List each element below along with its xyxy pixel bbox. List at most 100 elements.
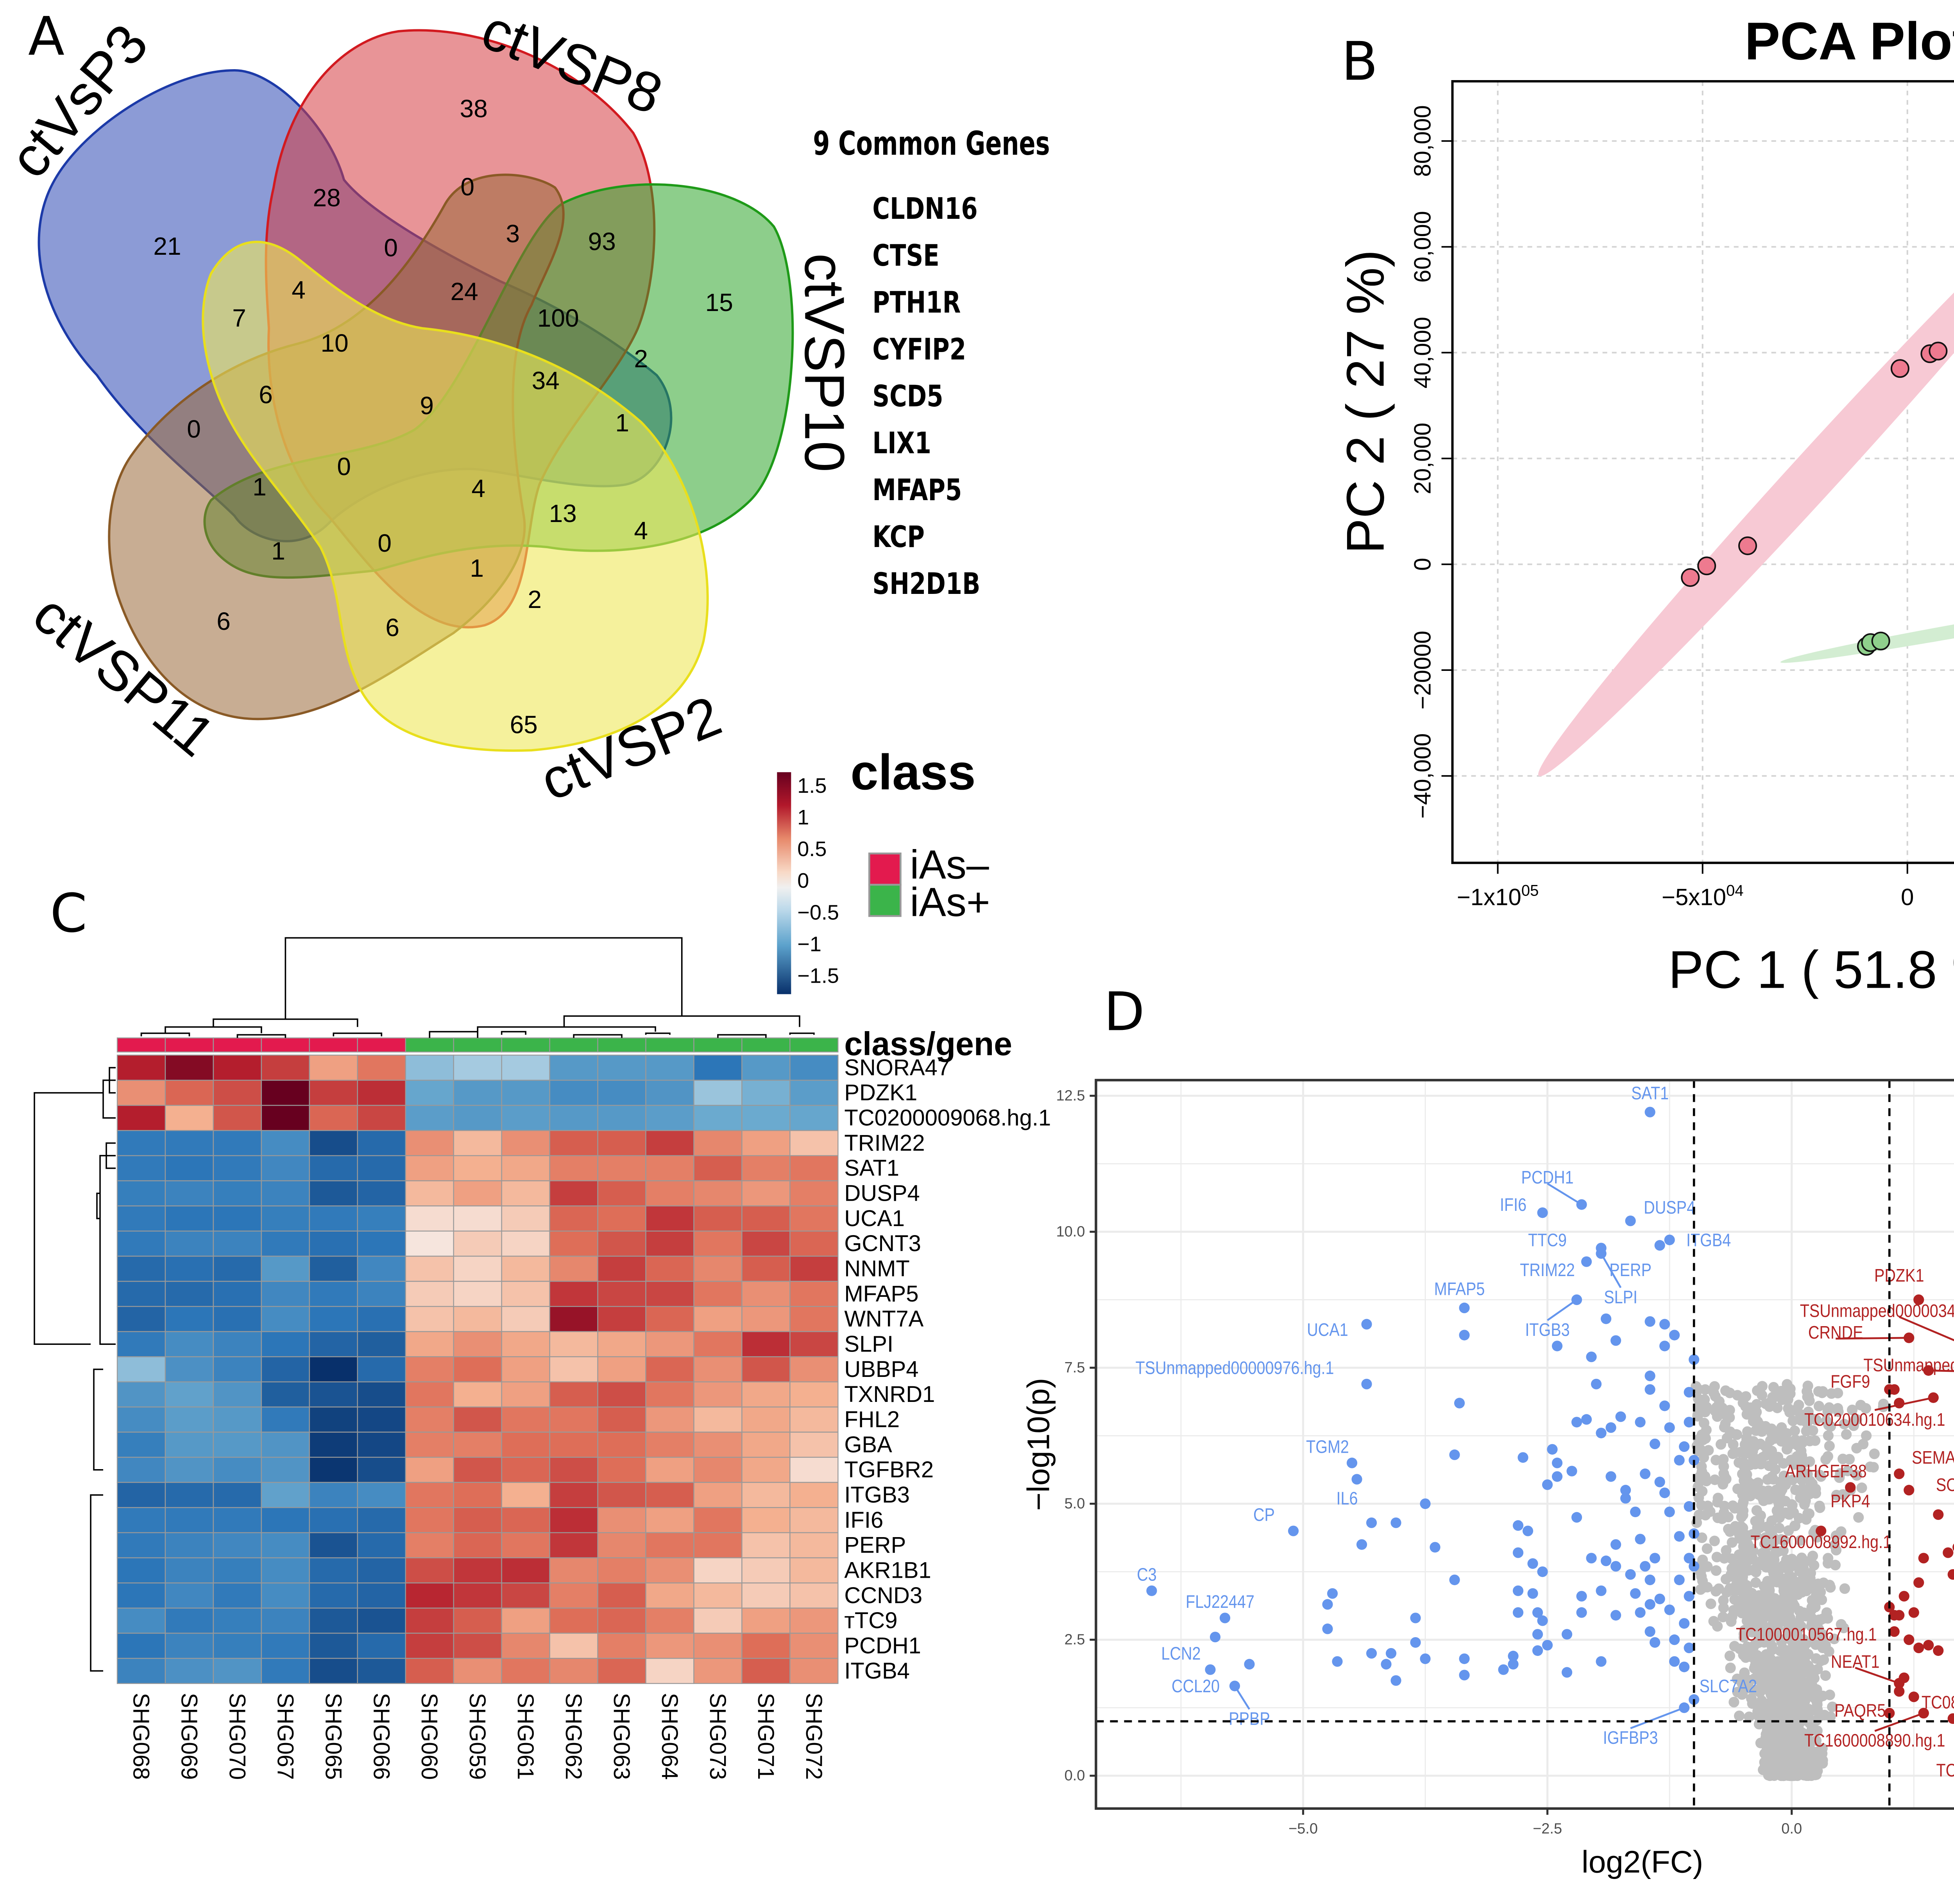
heatmap-row-label: UBBP4 xyxy=(844,1357,918,1382)
volcano-point-down xyxy=(1596,1585,1607,1596)
class-annotation-cell xyxy=(501,1037,550,1053)
volcano-point-nonsig xyxy=(1745,1459,1755,1471)
heatmap-cell xyxy=(789,1281,839,1307)
volcano-point-nonsig xyxy=(1824,1689,1835,1700)
volcano-y-tick-label: 12.5 xyxy=(1056,1087,1085,1104)
volcano-point-nonsig xyxy=(1695,1471,1705,1482)
heatmap-cell xyxy=(741,1155,791,1182)
volcano-point-nonsig xyxy=(1804,1717,1815,1729)
volcano-point-nonsig xyxy=(1794,1738,1805,1749)
volcano-point-nonsig xyxy=(1696,1532,1707,1543)
volcano-point-down xyxy=(1385,1648,1397,1659)
volcano-point-up xyxy=(1904,1634,1915,1645)
volcano-point-nonsig xyxy=(1719,1471,1730,1482)
heatmap-cell xyxy=(213,1306,262,1332)
heatmap-cell xyxy=(309,1532,358,1559)
heatmap-cell xyxy=(165,1055,214,1081)
volcano-x-axis-label: log2(FC) xyxy=(1582,1845,1703,1879)
volcano-point-up xyxy=(1894,1686,1905,1697)
volcano-point-nonsig xyxy=(1831,1489,1842,1501)
volcano-point-down xyxy=(1630,1506,1641,1518)
colorbar-tick-label: 1.5 xyxy=(797,774,827,797)
column-dendrogram-branch xyxy=(213,1018,358,1027)
heatmap-cell xyxy=(261,1331,310,1357)
heatmap-cell xyxy=(741,1532,791,1559)
heatmap-cell xyxy=(597,1658,646,1684)
heatmap-cell xyxy=(116,1582,166,1609)
volcano-gene-label: TRIM22 xyxy=(1520,1260,1575,1280)
pca-point xyxy=(1681,568,1700,587)
heatmap-cell xyxy=(357,1080,406,1106)
heatmap-cell xyxy=(405,1155,454,1182)
volcano-point-down xyxy=(1527,1588,1538,1599)
heatmap-cell xyxy=(501,1507,550,1533)
venn-region-count: 4 xyxy=(471,477,485,504)
pca-confidence-ellipse xyxy=(1538,161,1954,776)
heatmap-cell xyxy=(261,1080,310,1106)
colorbar-tick-label: −1 xyxy=(797,933,821,956)
heatmap-cell xyxy=(165,1180,214,1207)
volcano-point-nonsig xyxy=(1825,1711,1836,1722)
heatmap-cell xyxy=(693,1482,743,1508)
colorbar-tick-label: 0.5 xyxy=(797,837,827,861)
volcano-point-labeled xyxy=(1952,1543,1954,1551)
volcano-point-nonsig xyxy=(1728,1605,1739,1616)
heatmap-cell xyxy=(741,1130,791,1156)
heatmap-cell xyxy=(597,1607,646,1634)
volcano-point-down xyxy=(1659,1487,1670,1498)
heatmap-cell xyxy=(741,1607,791,1634)
volcano-point-down xyxy=(1669,1634,1680,1645)
volcano-point-down xyxy=(1459,1330,1470,1341)
volcano-point-up xyxy=(1913,1577,1924,1588)
volcano-point-down xyxy=(1659,1319,1670,1330)
volcano-point-down xyxy=(1537,1566,1548,1577)
heatmap-cell xyxy=(261,1658,310,1684)
heatmap-column-label: SHG069 xyxy=(176,1693,202,1780)
pca-y-tick-label: 20,000 xyxy=(1410,423,1436,495)
column-dendrogram-branch xyxy=(236,1034,286,1038)
volcano-point-nonsig xyxy=(1778,1643,1789,1654)
heatmap-cell xyxy=(501,1658,550,1684)
heatmap-cell xyxy=(645,1406,694,1433)
common-genes-list: CLDN16 CTSE PTH1R CYFIP2 SCD5 LIX1 MFAP5… xyxy=(872,186,1007,608)
volcano-point-nonsig xyxy=(1830,1559,1841,1571)
volcano-point-nonsig xyxy=(1807,1425,1818,1436)
volcano-point-nonsig xyxy=(1762,1725,1773,1736)
heatmap-cell xyxy=(597,1406,646,1433)
volcano-gene-label: PAQR5 xyxy=(1834,1701,1886,1721)
common-gene: LIX1 xyxy=(872,427,931,461)
venn-set-ctvsp2 xyxy=(202,241,709,752)
volcano-label-leader xyxy=(1630,1707,1685,1729)
volcano-point-nonsig xyxy=(1755,1438,1766,1450)
heatmap-cell xyxy=(693,1080,743,1106)
volcano-point-down xyxy=(1684,1387,1695,1398)
volcano-gene-label: SEMA5A xyxy=(1912,1448,1954,1468)
volcano-point-down xyxy=(1366,1517,1377,1528)
venn-region-count: 3 xyxy=(506,222,520,249)
volcano-point-nonsig xyxy=(1786,1745,1797,1756)
heatmap-cell xyxy=(693,1356,743,1382)
volcano-point-nonsig xyxy=(1804,1508,1815,1519)
heatmap-cell xyxy=(741,1230,791,1257)
volcano-label-leader xyxy=(1836,1337,1909,1340)
heatmap-row-label: TGFBR2 xyxy=(844,1457,934,1482)
column-dendrogram-branch xyxy=(573,1034,623,1038)
volcano-gene-label: TGM2 xyxy=(1306,1437,1349,1457)
heatmap-cell xyxy=(116,1507,166,1533)
volcano-point-nonsig xyxy=(1734,1710,1745,1722)
volcano-point-nonsig xyxy=(1727,1537,1737,1548)
volcano-point-nonsig xyxy=(1803,1391,1814,1402)
heatmap-cell xyxy=(645,1155,694,1182)
volcano-point-nonsig xyxy=(1813,1401,1825,1412)
volcano-point-down xyxy=(1517,1452,1528,1463)
heatmap-cell xyxy=(213,1356,262,1382)
volcano-point-nonsig xyxy=(1739,1448,1750,1459)
heatmap-cell xyxy=(549,1457,598,1483)
volcano-point-nonsig xyxy=(1763,1494,1774,1505)
volcano-point-nonsig xyxy=(1736,1607,1747,1619)
heatmap-cell xyxy=(741,1632,791,1659)
volcano-gene-label: PCDH1 xyxy=(1521,1168,1574,1188)
heatmap-cell xyxy=(741,1432,791,1458)
heatmap-cell xyxy=(165,1482,214,1508)
volcano-point-down xyxy=(1459,1670,1470,1681)
